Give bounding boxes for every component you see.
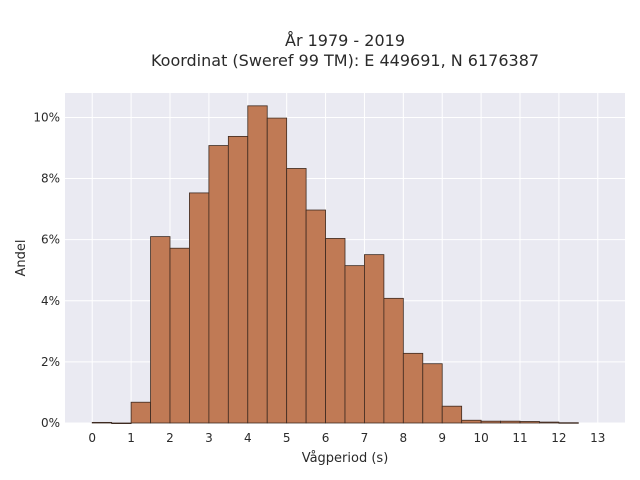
x-tick-label: 4 [244,431,252,445]
histogram-bar [305,209,326,424]
histogram-bar [150,236,171,424]
histogram-bar [130,401,151,424]
x-tick-label: 2 [166,431,174,445]
histogram-bar [539,421,560,424]
x-tick-label: 13 [590,431,605,445]
x-tick-label: 6 [322,431,330,445]
histogram-bar [227,135,249,424]
x-tick-label: 12 [551,431,566,445]
chart-title-line2: Koordinat (Sweref 99 TM): E 449691, N 61… [151,51,539,70]
histogram-bar [422,363,443,424]
histogram-bar [364,254,385,424]
x-tick-label: 3 [205,431,213,445]
y-tick-label: 6% [41,233,60,247]
y-tick-label: 0% [41,416,60,430]
histogram-bar [325,238,346,424]
histogram-bar [189,192,210,424]
histogram-bar [91,421,113,424]
histogram-bar [500,420,521,424]
chart-title-line1: År 1979 - 2019 [285,31,405,50]
histogram-bar [558,422,579,424]
x-axis-label: Vågperiod (s) [302,451,389,466]
y-tick-label: 8% [41,172,60,186]
histogram-bar [169,247,190,424]
histogram-bar [519,421,540,424]
y-tick-label: 10% [33,110,60,124]
x-axis-ticks: 0 1 2 3 4 5 6 7 8 9 10 11 12 13 [88,431,605,445]
histogram-bar [383,297,404,424]
x-tick-label: 10 [473,431,488,445]
histogram-bar [266,117,288,424]
histogram-bar [208,145,229,424]
x-tick-label: 5 [283,431,291,445]
y-axis-label: Andel [14,240,29,277]
y-axis-ticks: 0% 2% 4% 6% 8% 10% [33,110,60,430]
x-tick-label: 1 [127,431,135,445]
histogram-bar [111,422,132,425]
histogram-bar [461,419,482,424]
histogram-bar [402,352,424,424]
histogram-bar [286,168,307,424]
x-tick-label: 11 [512,431,527,445]
y-tick-label: 4% [41,294,60,308]
x-tick-label: 7 [361,431,369,445]
histogram-bar [344,265,365,424]
histogram-bar [247,105,268,424]
x-tick-label: 0 [88,431,96,445]
histogram-bar [441,405,463,424]
x-tick-label: 8 [400,431,408,445]
bars-group [91,105,579,425]
x-tick-label: 9 [438,431,446,445]
y-tick-label: 2% [41,355,60,369]
histogram-bar [480,420,501,424]
